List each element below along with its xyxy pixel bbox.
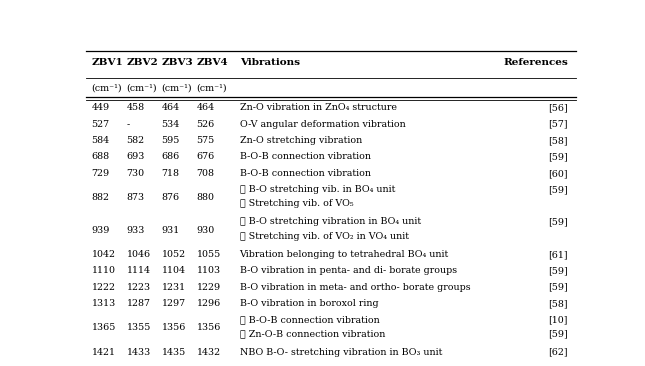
Text: 464: 464 [197,103,215,112]
Text: 1104: 1104 [162,266,186,275]
Text: (cm⁻¹): (cm⁻¹) [162,83,192,92]
Text: 873: 873 [126,193,144,202]
Text: 730: 730 [126,169,144,178]
Text: 708: 708 [197,169,215,178]
Text: 1110: 1110 [92,266,115,275]
Text: 1356: 1356 [162,323,186,332]
Text: 527: 527 [92,120,110,129]
Text: 1421: 1421 [92,348,115,357]
Text: [60]: [60] [548,169,568,178]
Text: [59]: [59] [548,217,568,227]
Text: [10]: [10] [548,315,568,324]
Text: 939: 939 [92,225,110,235]
Text: 1222: 1222 [92,283,115,292]
Text: 1114: 1114 [126,266,151,275]
Text: ➤ B-O stretching vibration in BO₄ unit: ➤ B-O stretching vibration in BO₄ unit [239,217,421,227]
Text: 686: 686 [162,152,180,161]
Text: ➤ B-O stretching vib. in BO₄ unit: ➤ B-O stretching vib. in BO₄ unit [239,185,395,194]
Text: 1231: 1231 [162,283,186,292]
Text: 464: 464 [162,103,180,112]
Text: [59]: [59] [548,185,568,194]
Text: 718: 718 [162,169,179,178]
Text: Zn-O stretching vibration: Zn-O stretching vibration [239,136,362,145]
Text: B-O-B connection vibration: B-O-B connection vibration [239,169,371,178]
Text: [58]: [58] [548,136,568,145]
Text: NBO B-O- stretching vibration in BO₃ unit: NBO B-O- stretching vibration in BO₃ uni… [239,348,442,357]
Text: [59]: [59] [548,152,568,161]
Text: 693: 693 [126,152,145,161]
Text: (cm⁻¹): (cm⁻¹) [92,83,123,92]
Text: ➤ B-O-B connection vibration: ➤ B-O-B connection vibration [239,315,379,324]
Text: 1313: 1313 [92,299,116,308]
Text: 1229: 1229 [197,283,221,292]
Text: 930: 930 [197,225,215,235]
Text: ➤ Stretching vib. of VO₅: ➤ Stretching vib. of VO₅ [239,199,353,208]
Text: 880: 880 [197,193,215,202]
Text: 729: 729 [92,169,110,178]
Text: 1046: 1046 [126,250,151,259]
Text: 1287: 1287 [126,299,151,308]
Text: ZBV4: ZBV4 [197,58,228,67]
Text: Vibrations: Vibrations [239,58,299,67]
Text: ZBV3: ZBV3 [162,58,194,67]
Text: B-O-B connection vibration: B-O-B connection vibration [239,152,371,161]
Text: References: References [503,58,568,67]
Text: [57]: [57] [548,120,568,129]
Text: 582: 582 [126,136,144,145]
Text: Zn-O vibration in ZnO₄ structure: Zn-O vibration in ZnO₄ structure [239,103,397,112]
Text: B-O vibration in penta- and di- borate groups: B-O vibration in penta- and di- borate g… [239,266,457,275]
Text: 876: 876 [162,193,180,202]
Text: 1433: 1433 [126,348,151,357]
Text: 933: 933 [126,225,145,235]
Text: 1223: 1223 [126,283,151,292]
Text: 575: 575 [197,136,215,145]
Text: [59]: [59] [548,266,568,275]
Text: [58]: [58] [548,299,568,308]
Text: [62]: [62] [548,348,568,357]
Text: 1435: 1435 [162,348,186,357]
Text: 882: 882 [92,193,110,202]
Text: 458: 458 [126,103,144,112]
Text: B-O vibration in meta- and ortho- borate groups: B-O vibration in meta- and ortho- borate… [239,283,470,292]
Text: 584: 584 [92,136,110,145]
Text: 1103: 1103 [197,266,221,275]
Text: (cm⁻¹): (cm⁻¹) [197,83,227,92]
Text: 1365: 1365 [92,323,116,332]
Text: O-V angular deformation vibration: O-V angular deformation vibration [239,120,405,129]
Text: B-O vibration in boroxol ring: B-O vibration in boroxol ring [239,299,378,308]
Text: 449: 449 [92,103,110,112]
Text: ZBV1: ZBV1 [92,58,123,67]
Text: ➤ Stretching vib. of VO₂ in VO₄ unit: ➤ Stretching vib. of VO₂ in VO₄ unit [239,232,408,241]
Text: [59]: [59] [548,283,568,292]
Text: [61]: [61] [548,250,568,259]
Text: (cm⁻¹): (cm⁻¹) [126,83,157,92]
Text: [59]: [59] [548,329,568,339]
Text: [56]: [56] [548,103,568,112]
Text: 1355: 1355 [126,323,151,332]
Text: 676: 676 [197,152,215,161]
Text: 1052: 1052 [162,250,186,259]
Text: 1042: 1042 [92,250,115,259]
Text: 1297: 1297 [162,299,186,308]
Text: 526: 526 [197,120,215,129]
Text: 1055: 1055 [197,250,221,259]
Text: 1356: 1356 [197,323,221,332]
Text: 1432: 1432 [197,348,221,357]
Text: 688: 688 [92,152,110,161]
Text: ➤ Zn-O-B connection vibration: ➤ Zn-O-B connection vibration [239,329,385,339]
Text: ZBV2: ZBV2 [126,58,159,67]
Text: 595: 595 [162,136,180,145]
Text: 931: 931 [162,225,180,235]
Text: Vibration belonging to tetrahedral BO₄ unit: Vibration belonging to tetrahedral BO₄ u… [239,250,449,259]
Text: 1296: 1296 [197,299,221,308]
Text: -: - [126,120,130,129]
Text: 534: 534 [162,120,180,129]
